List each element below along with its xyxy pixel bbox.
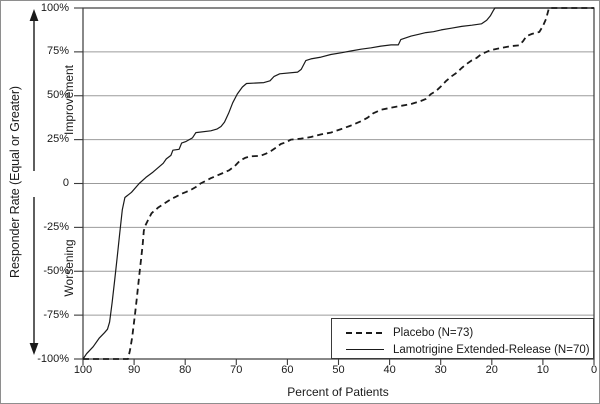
y-tick-label: 25%	[46, 133, 69, 146]
legend-solid-line-sample	[346, 348, 384, 351]
y-tick-label: -50%	[43, 264, 69, 277]
legend-item-lamotrigine: Lamotrigine Extended-Release (N=70)	[346, 341, 593, 358]
y-tick-label: -100%	[37, 352, 69, 365]
legend: Placebo (N=73) Lamotrigine Extended-Rele…	[331, 318, 594, 359]
x-tick-label: 40	[383, 364, 396, 376]
x-axis-title: Percent of Patients	[287, 385, 389, 399]
y-tick-label: 100%	[40, 1, 69, 14]
placebo-curve	[83, 7, 594, 360]
legend-item-placebo: Placebo (N=73)	[346, 324, 593, 341]
x-tick-label: 10	[536, 364, 550, 376]
x-tick-label: 50	[332, 364, 345, 376]
y-axis-title: Responder Rate (Equal or Greater)	[8, 86, 22, 278]
worsening-arrow-icon	[29, 197, 39, 355]
y-tick-label: -25%	[43, 220, 69, 233]
x-tick-label: 0	[590, 364, 598, 376]
x-tick-label: 80	[179, 364, 192, 376]
x-tick-label: 90	[127, 364, 141, 376]
y-tick-label: 75%	[46, 45, 69, 58]
x-tick-label: 70	[230, 364, 243, 376]
x-tick-label: 20	[485, 364, 498, 376]
legend-label-lamotrigine: Lamotrigine Extended-Release (N=70)	[393, 343, 590, 356]
y-tick-label: -75%	[43, 308, 69, 321]
y-tick-label: 50%	[46, 89, 69, 102]
lamotrigine-curve	[82, 7, 594, 360]
legend-label-placebo: Placebo (N=73)	[393, 326, 474, 339]
improvement-arrow-icon	[29, 9, 39, 171]
x-tick-label: 60	[281, 364, 294, 376]
x-tick-label: 100	[73, 364, 93, 376]
y-tick-label: 0	[62, 177, 69, 189]
legend-dashed-line-sample	[346, 331, 384, 334]
x-tick-label: 30	[434, 364, 447, 376]
